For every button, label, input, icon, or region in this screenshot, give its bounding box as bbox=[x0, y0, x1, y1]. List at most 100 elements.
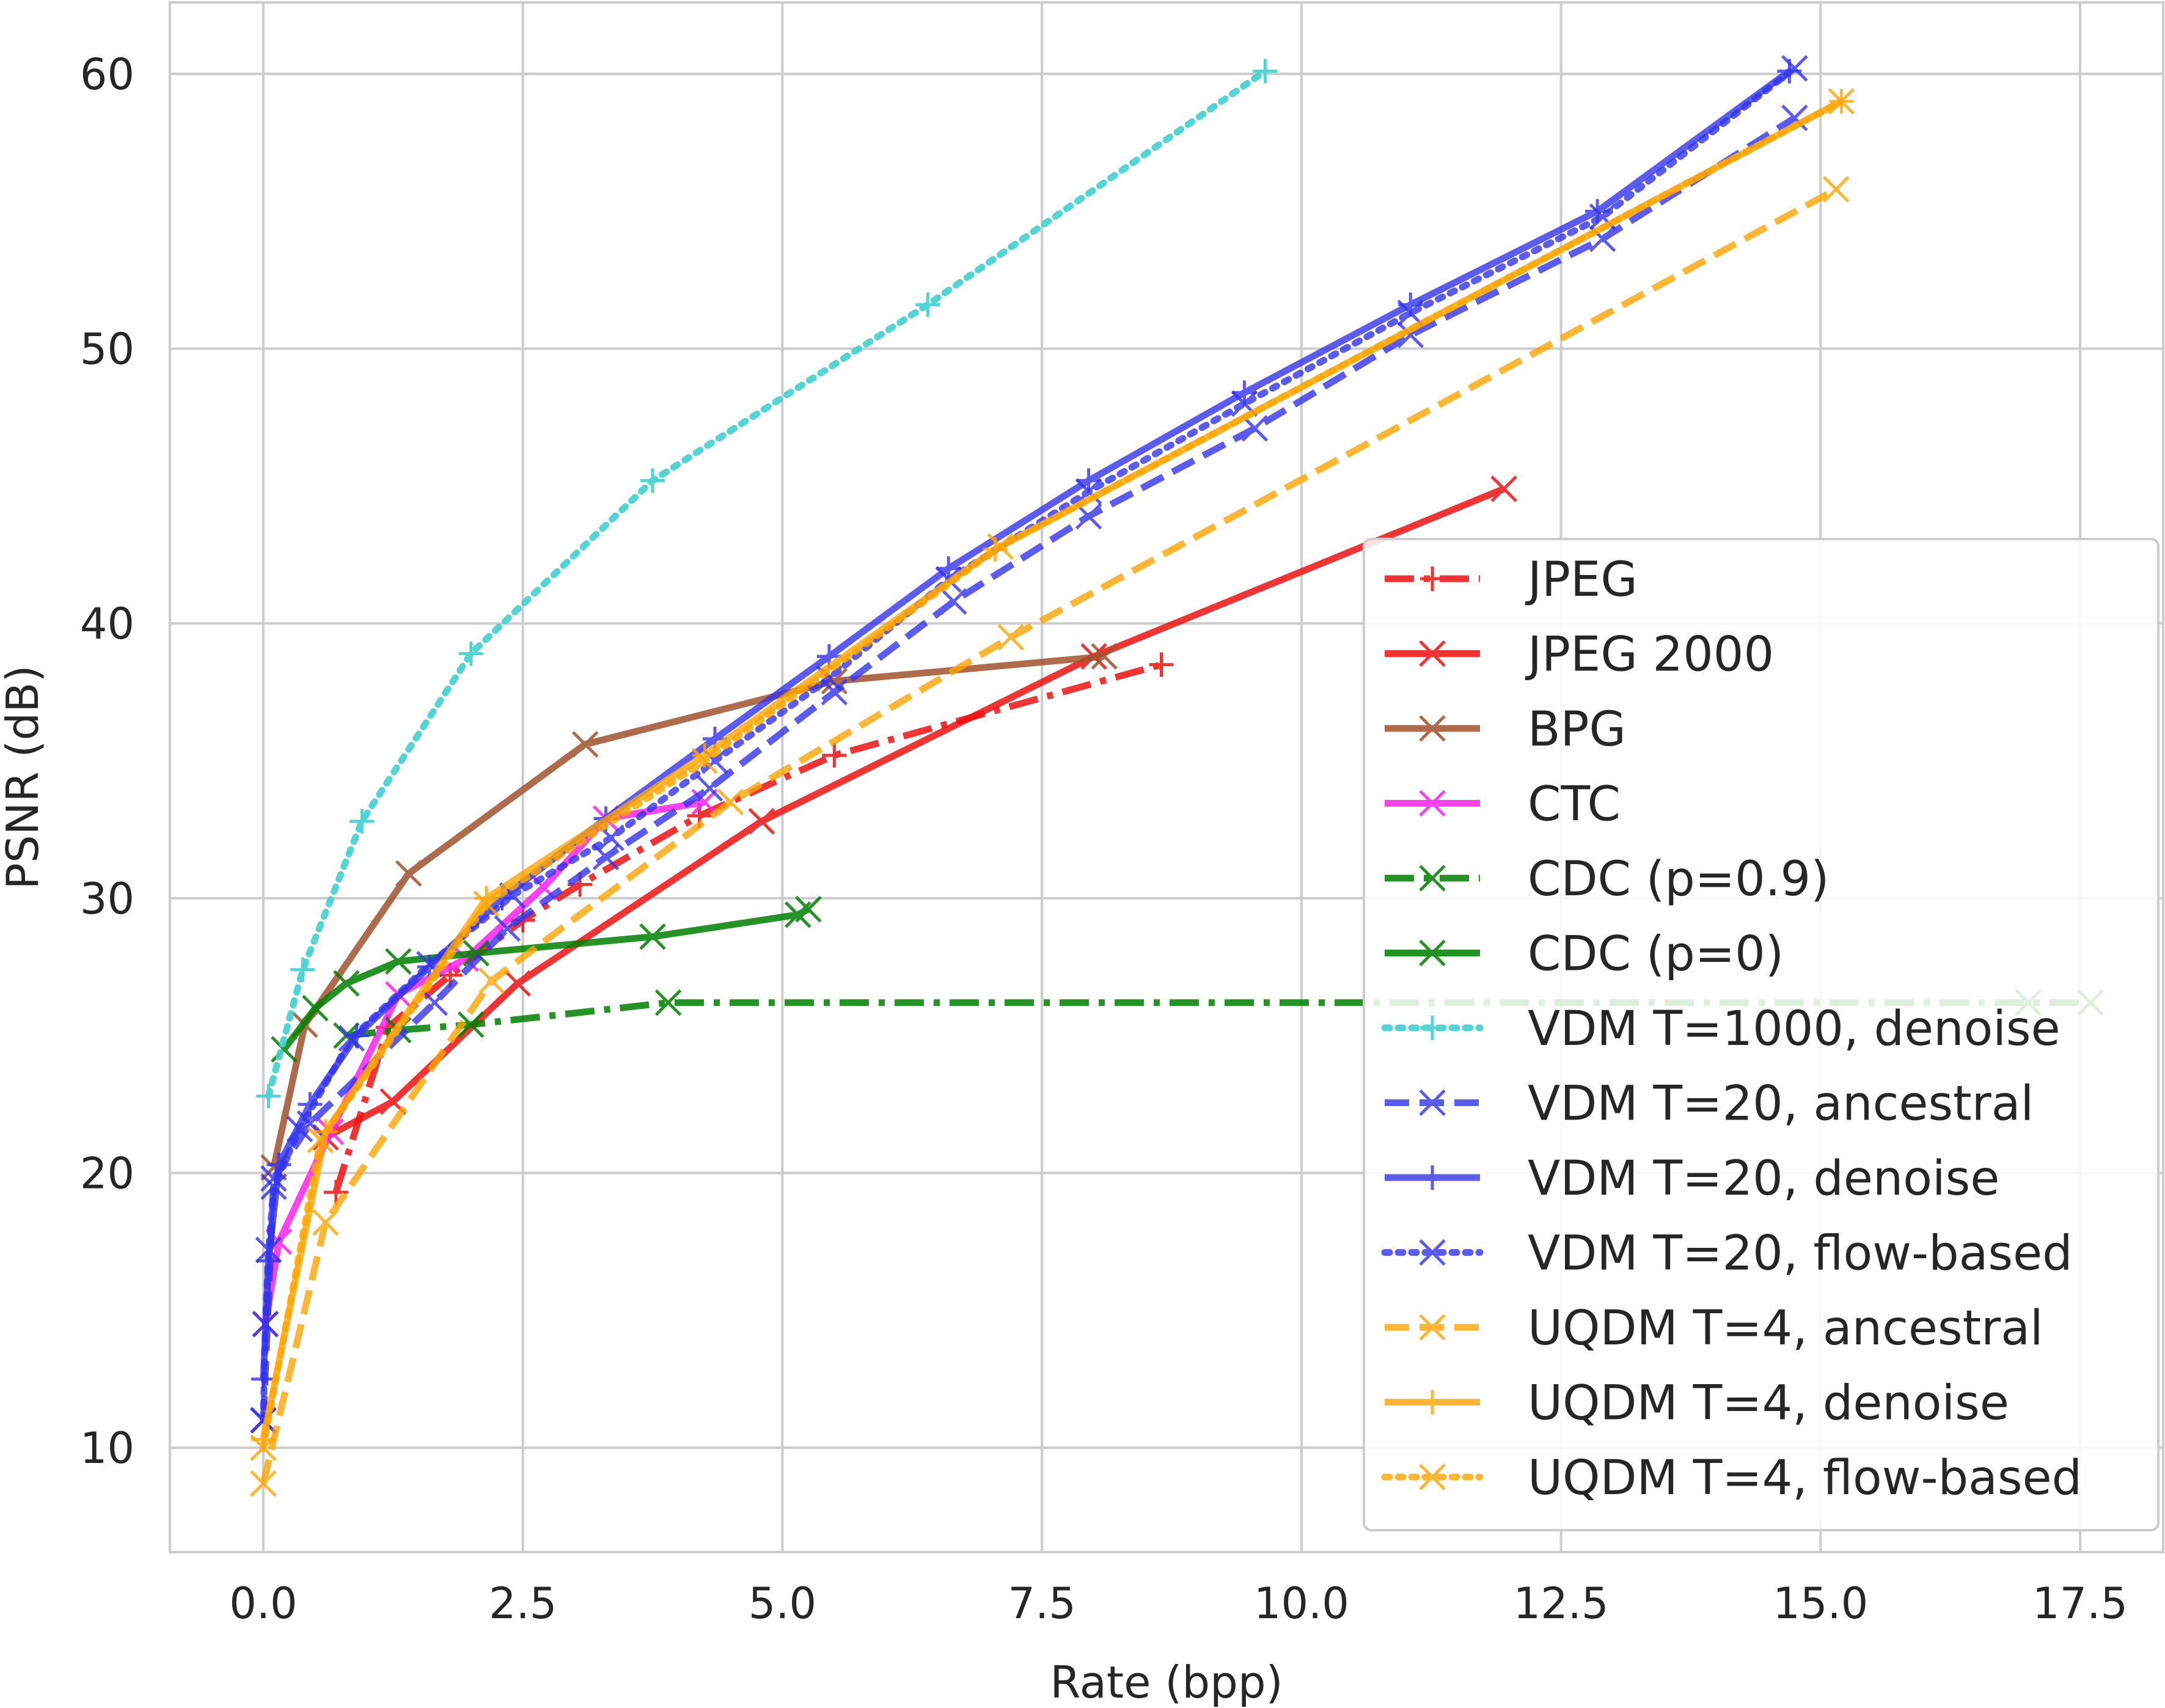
data-point-vdm-t-1000-denoise bbox=[640, 468, 665, 493]
legend-marker bbox=[1419, 865, 1446, 892]
series-layer bbox=[250, 55, 2104, 1497]
x-axis-label: Rate (bpp) bbox=[1050, 1657, 1283, 1708]
series-line-jpeg-2000 bbox=[324, 485, 1506, 1140]
legend-item-jpeg-2000: JPEG 2000 bbox=[1385, 628, 1774, 683]
data-point-uqdm-t-4-flow-based bbox=[1828, 88, 1855, 115]
plot-area bbox=[250, 55, 2104, 1497]
legend-swatch bbox=[1385, 1314, 1480, 1341]
data-point-jpeg bbox=[822, 743, 847, 768]
legend-label: UQDM T=4, denoise bbox=[1528, 1376, 2009, 1431]
series-line-bpg bbox=[270, 653, 1105, 1168]
data-point-jpeg-2000 bbox=[1490, 475, 1517, 502]
legend-item-cdc-p-0-9: CDC (p=0.9) bbox=[1385, 852, 1830, 907]
series-vdm-t-1000-denoise bbox=[256, 59, 1278, 1109]
legend-marker bbox=[1419, 1464, 1446, 1490]
series-line-uqdm-t-4-ancestral bbox=[260, 186, 1838, 1484]
data-point-uqdm-t-4-flow-based bbox=[473, 890, 500, 917]
data-point-vdm-t-20-flow-based bbox=[260, 1173, 287, 1200]
data-point-cdc-p-0 bbox=[333, 970, 360, 997]
data-point-vdm-t-20-denoise bbox=[1232, 380, 1257, 405]
legend-swatch bbox=[1385, 1165, 1480, 1190]
x-tick-labels: 0.0 2.5 5.0 7.5 10.0 12.5 15.0 17.5 bbox=[229, 1578, 2128, 1629]
legend-swatch bbox=[1385, 640, 1480, 667]
x-tick-label: 17.5 bbox=[2032, 1578, 2128, 1629]
data-point-vdm-t-1000-denoise bbox=[290, 957, 315, 982]
legend-marker bbox=[1420, 1016, 1445, 1040]
data-point-uqdm-t-4-flow-based bbox=[987, 533, 1014, 560]
legend-swatch bbox=[1385, 865, 1480, 892]
y-tick-label: 20 bbox=[80, 1148, 134, 1198]
data-point-jpeg-2000 bbox=[748, 808, 775, 835]
legend-marker bbox=[1419, 640, 1446, 667]
data-point-vdm-t-1000-denoise bbox=[350, 808, 375, 834]
legend-swatch bbox=[1385, 566, 1480, 591]
data-point-uqdm-t-4-ancestral bbox=[1823, 175, 1850, 203]
x-tick-label: 2.5 bbox=[489, 1578, 557, 1629]
legend-label: BPG bbox=[1528, 702, 1626, 757]
data-point-cdc-p-0 bbox=[639, 923, 666, 950]
x-tick-label: 0.0 bbox=[229, 1578, 297, 1629]
legend-item-uqdm-t-4-flow-based: UQDM T=4, flow-based bbox=[1381, 1451, 2082, 1506]
legend: JPEG JPEG 2000 BPG CTC CDC (p=0.9) CDC (p=0) V… bbox=[1363, 538, 2160, 1531]
legend-swatch bbox=[1385, 790, 1480, 817]
data-point-vdm-t-20-flow-based bbox=[1781, 55, 1808, 82]
data-point-vdm-t-1000-denoise bbox=[915, 292, 940, 317]
data-point-vdm-t-20-flow-based bbox=[1397, 299, 1424, 326]
x-tick-label: 15.0 bbox=[1773, 1578, 1868, 1629]
legend-marker bbox=[1419, 715, 1446, 742]
legend-item-cdc-p-0: CDC (p=0) bbox=[1385, 927, 1784, 982]
y-tick-label: 50 bbox=[80, 324, 134, 375]
data-point-uqdm-t-4-ancestral bbox=[312, 1209, 339, 1236]
legend-box bbox=[1363, 538, 2160, 1531]
data-point-vdm-t-1000-denoise bbox=[458, 641, 483, 666]
legend-item-vdm-t-20-denoise: VDM T=20, denoise bbox=[1385, 1151, 1999, 1206]
series-jpeg-2000 bbox=[312, 475, 1517, 1151]
legend-item-jpeg: JPEG bbox=[1385, 552, 1638, 607]
x-tick-label: 7.5 bbox=[1008, 1578, 1075, 1629]
legend-label: UQDM T=4, ancestral bbox=[1528, 1301, 2043, 1356]
data-point-uqdm-t-4-ancestral bbox=[997, 623, 1024, 651]
y-axis-label: PSNR (dB) bbox=[0, 665, 48, 889]
y-tick-label: 10 bbox=[80, 1423, 134, 1473]
data-point-bpg bbox=[395, 860, 422, 887]
data-point-vdm-t-20-flow-based bbox=[1075, 478, 1102, 505]
data-point-uqdm-t-4-flow-based bbox=[250, 1434, 277, 1461]
data-point-jpeg bbox=[1149, 652, 1174, 677]
data-point-vdm-t-20-ancestral bbox=[1241, 415, 1269, 442]
legend-swatch bbox=[1381, 1016, 1484, 1040]
y-tick-label: 30 bbox=[80, 874, 134, 924]
legend-marker bbox=[1419, 1089, 1446, 1116]
legend-item-vdm-t-1000-denoise: VDM T=1000, denoise bbox=[1381, 1002, 2061, 1057]
x-tick-label: 12.5 bbox=[1514, 1578, 1609, 1629]
series-line-jpeg bbox=[332, 661, 1162, 1193]
legend-label: JPEG 2000 bbox=[1525, 628, 1774, 683]
series-uqdm-t-4-ancestral bbox=[250, 175, 1850, 1497]
plot-frame bbox=[169, 1, 2164, 1553]
legend-label: CDC (p=0) bbox=[1528, 927, 1784, 982]
legend-item-bpg: BPG bbox=[1385, 702, 1626, 757]
data-point-vdm-t-20-ancestral bbox=[940, 588, 967, 615]
x-tick-label: 5.0 bbox=[749, 1578, 816, 1629]
data-point-uqdm-t-4-flow-based bbox=[691, 747, 718, 774]
legend-marker bbox=[1420, 566, 1445, 591]
data-point-jpeg bbox=[323, 1179, 348, 1204]
series-vdm-t-20-flow-based bbox=[250, 55, 1808, 1434]
legend-label: VDM T=20, flow-based bbox=[1528, 1226, 2073, 1281]
series-line-uqdm-t-4-flow-based bbox=[260, 98, 1845, 1451]
legend-label: VDM T=20, ancestral bbox=[1528, 1077, 2034, 1132]
data-point-vdm-t-1000-denoise bbox=[256, 1083, 281, 1109]
legend-item-vdm-t-20-flow-based: VDM T=20, flow-based bbox=[1381, 1226, 2073, 1281]
legend-label: CDC (p=0.9) bbox=[1528, 852, 1830, 907]
legend-swatch bbox=[1381, 1464, 1484, 1490]
data-point-bpg bbox=[571, 731, 599, 758]
legend-item-vdm-t-20-ancestral: VDM T=20, ancestral bbox=[1385, 1077, 2034, 1132]
legend-label: CTC bbox=[1528, 777, 1621, 832]
y-tick-label: 40 bbox=[80, 599, 134, 649]
legend-swatch bbox=[1385, 1089, 1480, 1116]
legend-marker bbox=[1419, 790, 1446, 817]
legend-marker bbox=[1419, 1239, 1446, 1266]
y-tick-labels: 10 20 30 40 50 60 bbox=[80, 49, 134, 1473]
legend-label: JPEG bbox=[1525, 552, 1638, 607]
legend-label: VDM T=20, denoise bbox=[1528, 1151, 1999, 1206]
